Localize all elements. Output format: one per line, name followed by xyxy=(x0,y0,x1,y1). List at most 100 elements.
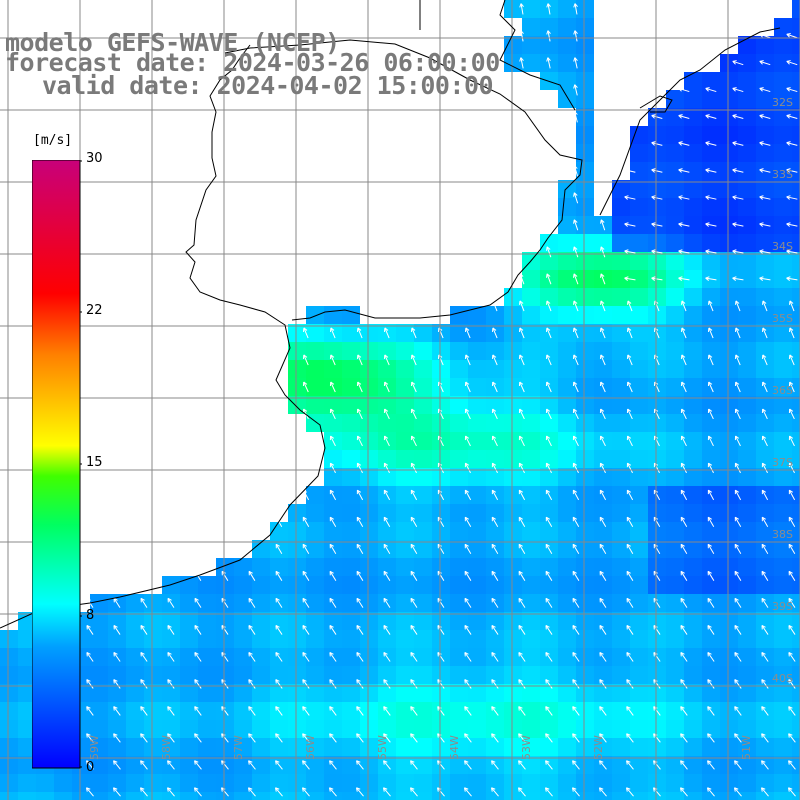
field-cell xyxy=(702,504,720,522)
field-cell xyxy=(756,468,774,486)
field-cell xyxy=(792,738,800,756)
field-cell xyxy=(360,738,378,756)
field-cell xyxy=(360,468,378,486)
wind-arrow xyxy=(464,570,472,581)
field-cell xyxy=(720,270,738,288)
wind-arrow xyxy=(113,679,121,689)
field-cell xyxy=(450,306,468,324)
field-cell xyxy=(0,630,18,648)
field-cell xyxy=(684,216,702,234)
wind-arrow xyxy=(651,141,663,146)
wind-arrow xyxy=(788,381,795,393)
field-cell xyxy=(522,360,540,378)
wind-arrow xyxy=(651,222,663,227)
wind-arrow xyxy=(302,516,310,528)
wind-arrow xyxy=(734,760,742,770)
field-cell xyxy=(198,594,216,612)
field-cell xyxy=(702,684,720,702)
field-cell xyxy=(720,252,738,270)
field-cell xyxy=(630,756,648,774)
field-cell xyxy=(180,774,198,792)
field-cell xyxy=(756,576,774,594)
wind-arrow xyxy=(759,195,771,200)
lat-label: 35S xyxy=(772,312,793,325)
wind-arrow xyxy=(734,354,741,366)
wind-arrow xyxy=(248,760,256,770)
field-cell xyxy=(792,450,800,468)
field-cell xyxy=(558,738,576,756)
field-cell xyxy=(738,216,756,234)
wind-arrow xyxy=(329,543,337,554)
field-cell xyxy=(0,720,18,738)
field-cell xyxy=(756,252,774,270)
field-cell xyxy=(234,774,252,792)
wind-arrow xyxy=(788,408,795,420)
wind-arrow xyxy=(356,516,364,528)
field-cell xyxy=(756,288,774,306)
wind-arrow xyxy=(464,597,472,608)
wind-arrow xyxy=(706,787,715,797)
field-cell xyxy=(648,738,666,756)
field-cell xyxy=(576,216,594,234)
wind-arrow xyxy=(356,733,364,743)
field-cell xyxy=(450,666,468,684)
field-cell xyxy=(90,612,108,630)
wind-arrow xyxy=(545,597,553,608)
wind-arrow xyxy=(490,787,499,797)
field-cell xyxy=(432,558,450,576)
wind-arrow xyxy=(383,706,391,716)
field-cell xyxy=(666,252,684,270)
colorbar-tick-label: 8 xyxy=(86,608,95,623)
field-cell xyxy=(594,720,612,738)
field-cell xyxy=(522,540,540,558)
field-cell xyxy=(342,504,360,522)
field-cell xyxy=(666,288,684,306)
wind-arrow xyxy=(680,624,688,635)
field-cell xyxy=(450,432,468,450)
wind-arrow xyxy=(626,733,634,743)
field-cell xyxy=(576,342,594,360)
field-cell xyxy=(270,522,288,540)
field-cell xyxy=(558,522,576,540)
field-cell xyxy=(684,396,702,414)
field-cell xyxy=(288,522,306,540)
wind-arrow xyxy=(761,327,768,339)
field-cell xyxy=(738,72,756,90)
field-cell xyxy=(540,342,558,360)
field-cell xyxy=(450,540,468,558)
field-cell xyxy=(180,630,198,648)
field-cell xyxy=(792,288,800,306)
wind-arrow xyxy=(221,760,229,770)
field-cell xyxy=(630,162,648,180)
field-cell xyxy=(684,756,702,774)
field-cell xyxy=(612,486,630,504)
wind-arrow xyxy=(759,141,771,146)
field-cell xyxy=(738,90,756,108)
wind-arrow xyxy=(356,706,364,716)
field-cell xyxy=(432,360,450,378)
field-cell xyxy=(414,720,432,738)
field-cell xyxy=(756,144,774,162)
wind-arrow xyxy=(572,570,580,581)
field-cell xyxy=(468,612,486,630)
wind-arrow xyxy=(705,114,717,119)
wind-arrow xyxy=(383,679,391,689)
field-cell xyxy=(198,702,216,720)
field-cell xyxy=(324,450,342,468)
field-cell xyxy=(432,450,450,468)
field-cell xyxy=(252,792,270,800)
wind-arrow xyxy=(572,516,580,528)
field-cell xyxy=(738,594,756,612)
wind-arrow xyxy=(383,489,391,501)
field-cell xyxy=(486,450,504,468)
field-cell xyxy=(774,108,792,126)
field-cell xyxy=(396,594,414,612)
wind-arrow xyxy=(356,597,364,608)
field-cell xyxy=(522,720,540,738)
wind-arrow xyxy=(572,760,580,770)
field-cell xyxy=(576,630,594,648)
field-cell xyxy=(360,522,378,540)
lon-label: 54W xyxy=(448,735,461,760)
wind-arrow xyxy=(787,787,796,797)
field-cell xyxy=(774,450,792,468)
